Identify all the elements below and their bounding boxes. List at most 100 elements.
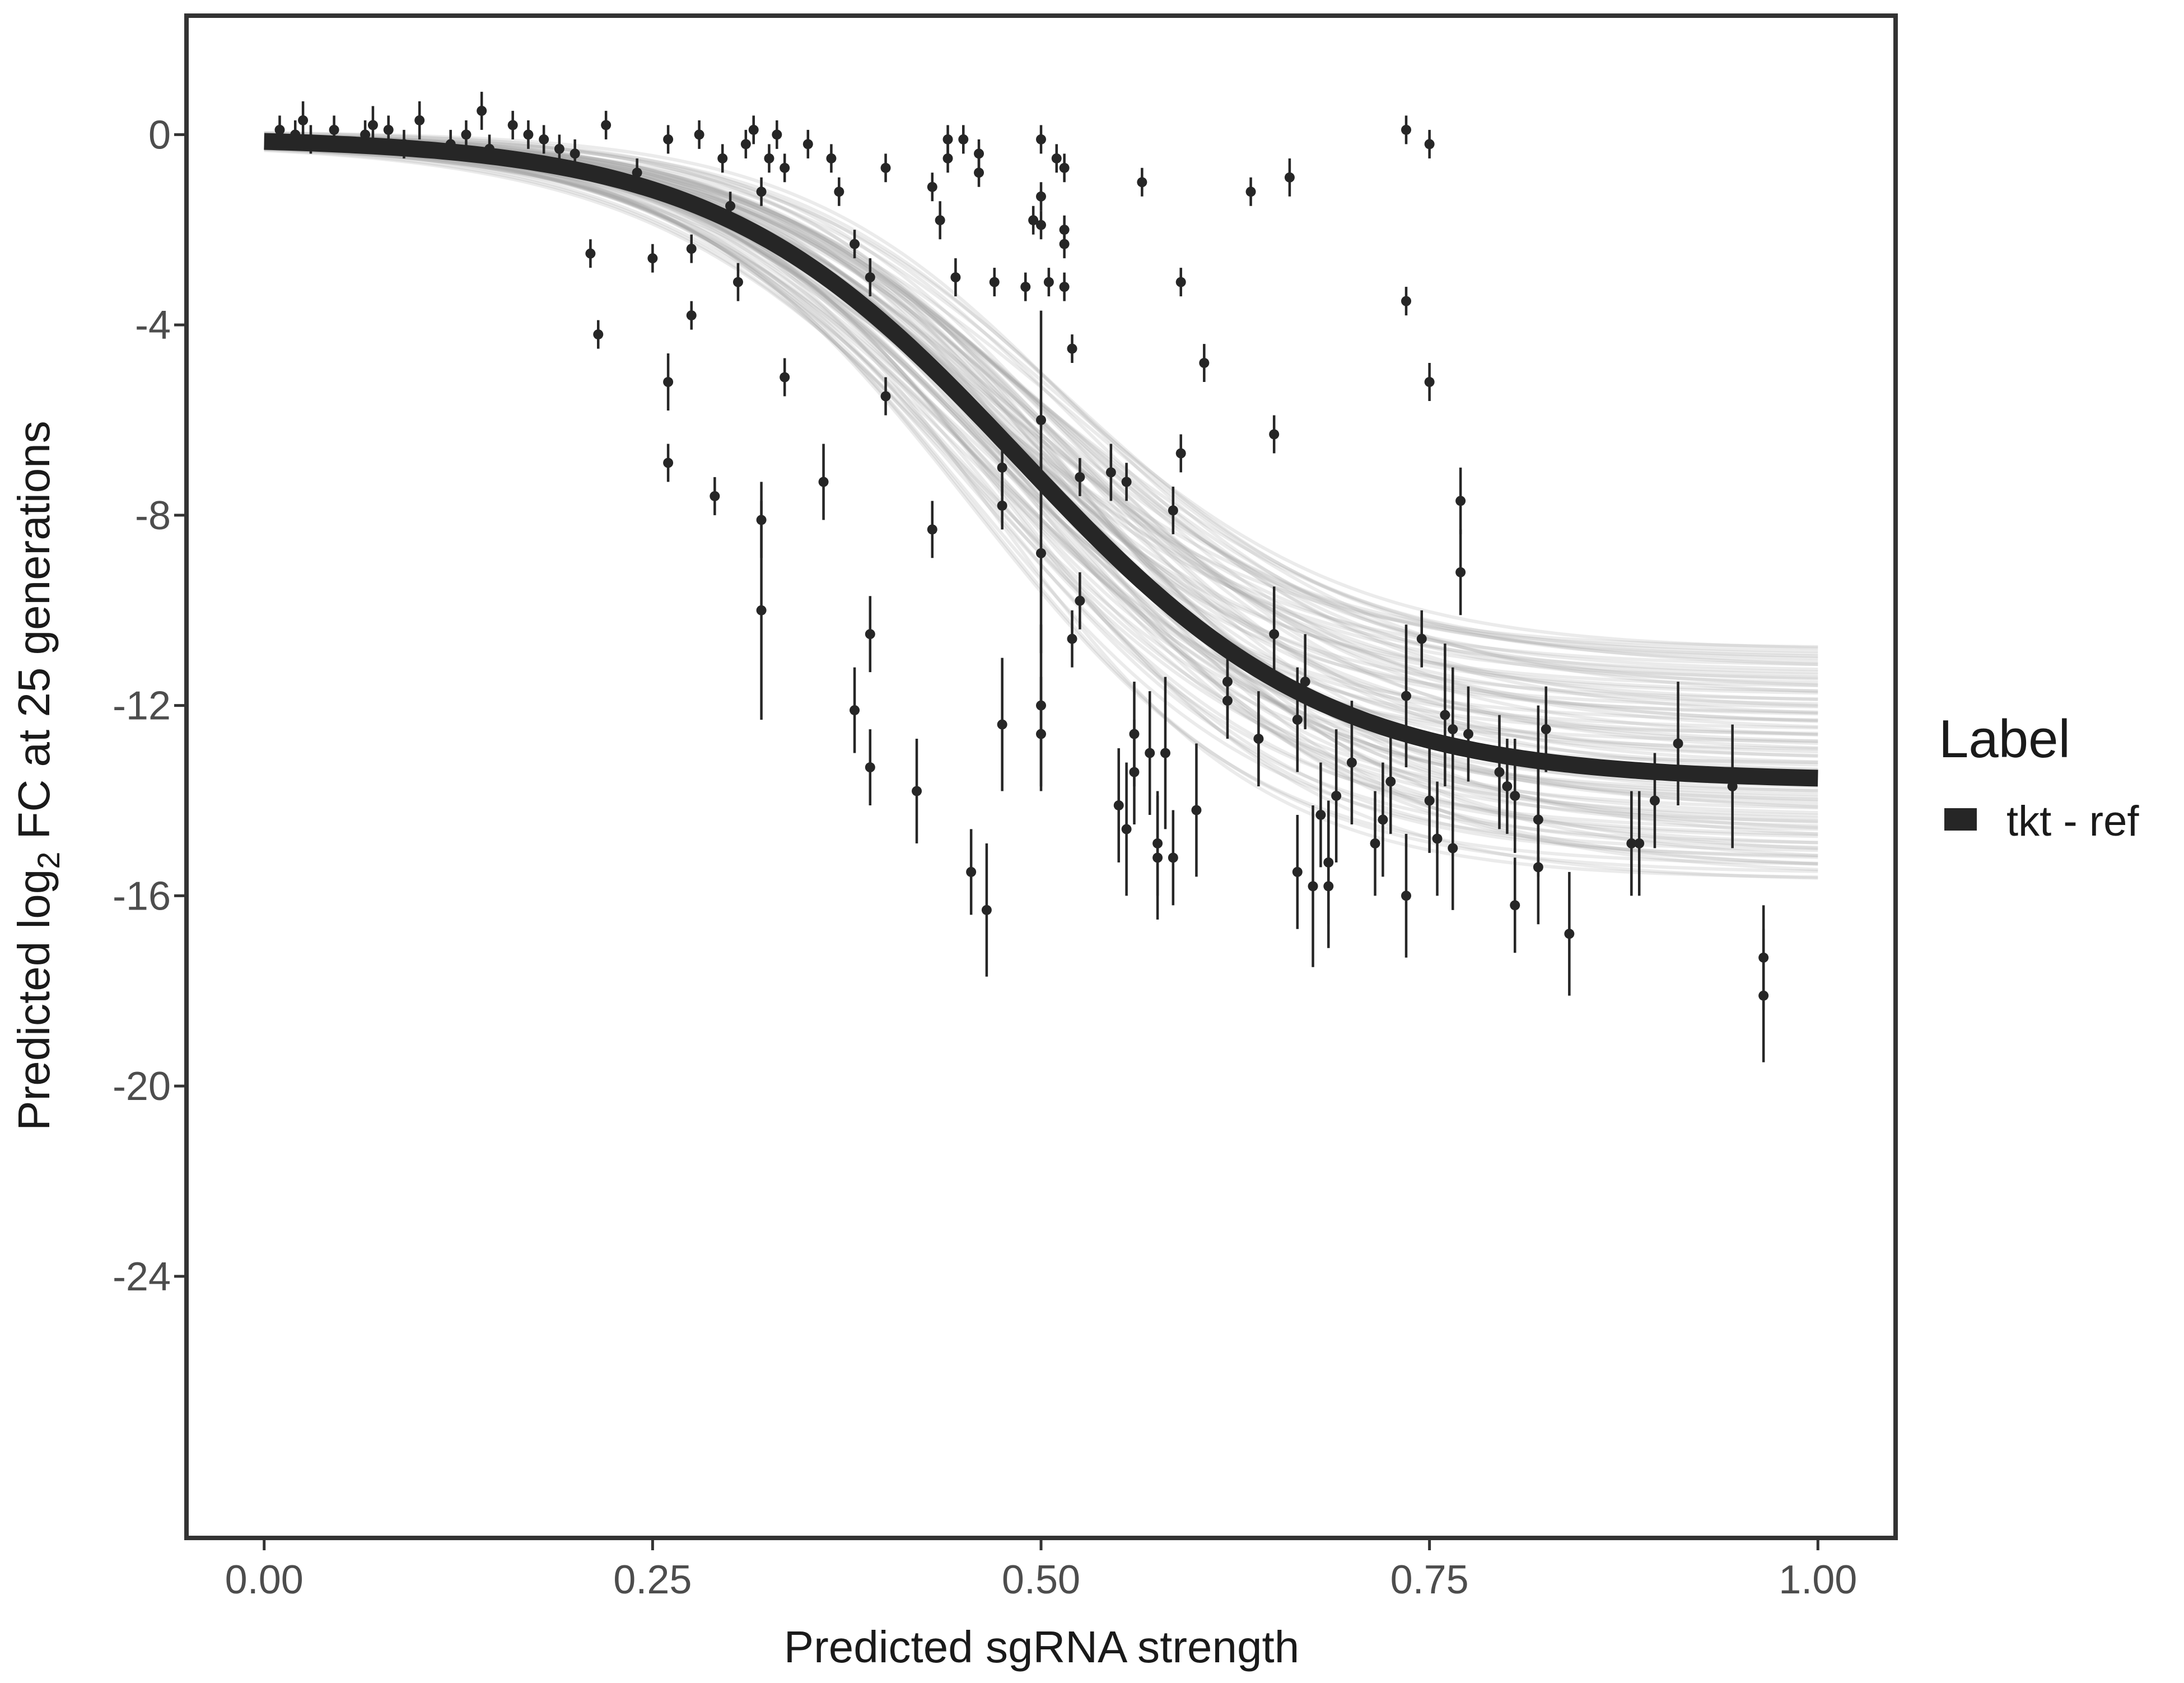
legend: Label tkt - ref	[1939, 709, 2139, 845]
data-point	[1036, 125, 1046, 154]
point-marker	[865, 762, 875, 773]
data-point	[1075, 572, 1085, 630]
data-point	[1269, 415, 1280, 454]
data-point	[1121, 762, 1132, 896]
data-point	[663, 125, 674, 154]
x-tick-label: 0.00	[225, 1558, 304, 1602]
data-point	[360, 120, 371, 149]
point-marker	[997, 500, 1007, 511]
data-point	[764, 144, 774, 173]
point-marker	[780, 162, 790, 173]
point-marker	[1284, 172, 1295, 183]
data-point	[997, 482, 1007, 530]
y-tick-label: -24	[113, 1255, 171, 1299]
data-point	[1121, 463, 1132, 501]
data-point	[732, 263, 743, 301]
point-marker	[756, 605, 767, 616]
data-point	[981, 843, 992, 977]
point-marker	[912, 786, 922, 796]
y-tick-label: 0	[148, 113, 171, 157]
data-point	[632, 158, 642, 187]
data-point	[298, 101, 309, 139]
point-marker	[663, 458, 674, 468]
x-tick-label: 0.75	[1390, 1558, 1469, 1602]
data-point	[1673, 682, 1683, 805]
data-point	[880, 153, 891, 183]
data-point	[850, 230, 860, 259]
data-point	[1028, 206, 1039, 235]
data-point	[1036, 211, 1046, 240]
point-marker	[826, 153, 837, 164]
point-marker	[1424, 139, 1435, 150]
point-marker	[950, 272, 961, 283]
data-point	[477, 91, 487, 130]
data-point	[461, 120, 472, 149]
point-marker	[1175, 448, 1186, 459]
y-axis-title-prefix: Predicted log	[9, 869, 59, 1131]
data-point	[1051, 144, 1062, 173]
data-point	[1424, 748, 1435, 853]
y-axis-title: Predicted log2 FC at 25 generations	[9, 421, 66, 1130]
point-marker	[1191, 805, 1202, 815]
data-point	[1510, 739, 1520, 853]
point-marker	[523, 129, 534, 140]
point-marker	[1020, 282, 1031, 292]
point-marker	[1152, 852, 1163, 863]
data-point	[367, 106, 378, 144]
data-point	[593, 320, 604, 349]
axes-layer: 0.00 0.25 0.50 0.75 1.00 0 -4 -8 -12 -16 -20 -24	[113, 113, 1857, 1602]
point-marker	[1758, 952, 1769, 963]
point-marker	[958, 134, 969, 144]
point-marker	[1626, 838, 1637, 849]
point-marker	[1067, 343, 1077, 354]
point-marker	[663, 134, 674, 144]
data-point	[1137, 167, 1147, 197]
point-marker	[1253, 734, 1264, 744]
point-marker	[850, 705, 860, 716]
data-point	[1308, 805, 1318, 967]
data-point	[1346, 701, 1357, 824]
data-point	[1036, 677, 1046, 791]
data-point	[1160, 677, 1170, 829]
data-point	[935, 201, 945, 240]
point-marker	[740, 139, 751, 150]
point-marker	[367, 120, 378, 130]
point-marker	[1416, 633, 1427, 644]
data-point	[663, 353, 674, 411]
point-marker	[717, 153, 728, 164]
point-marker	[725, 201, 736, 211]
point-marker	[694, 129, 704, 140]
data-point	[1105, 444, 1116, 501]
point-marker	[927, 524, 937, 535]
data-point	[780, 358, 790, 397]
point-marker	[865, 629, 875, 640]
data-point	[1649, 753, 1660, 849]
data-point	[1113, 748, 1124, 863]
data-point	[1533, 810, 1543, 925]
point-marker	[1129, 729, 1140, 739]
data-point	[290, 120, 301, 149]
data-point	[484, 134, 495, 164]
point-marker	[1105, 467, 1116, 478]
data-point	[399, 129, 409, 158]
point-marker	[1075, 472, 1085, 482]
point-marker	[997, 462, 1007, 473]
y-axis-title-subscript: 2	[31, 852, 66, 869]
data-point	[274, 115, 285, 144]
point-marker	[1059, 282, 1070, 292]
data-point	[989, 268, 1000, 297]
point-marker	[1245, 187, 1256, 197]
point-marker	[732, 277, 743, 287]
point-marker	[1300, 677, 1310, 687]
point-marker	[1510, 790, 1520, 801]
data-point	[1541, 686, 1551, 772]
point-marker	[360, 129, 371, 140]
point-marker	[802, 139, 813, 150]
point-marker	[1401, 691, 1412, 701]
data-point	[647, 244, 658, 273]
point-marker	[507, 120, 518, 130]
point-marker	[1175, 277, 1186, 287]
data-point	[1152, 795, 1163, 920]
point-marker	[880, 162, 891, 173]
